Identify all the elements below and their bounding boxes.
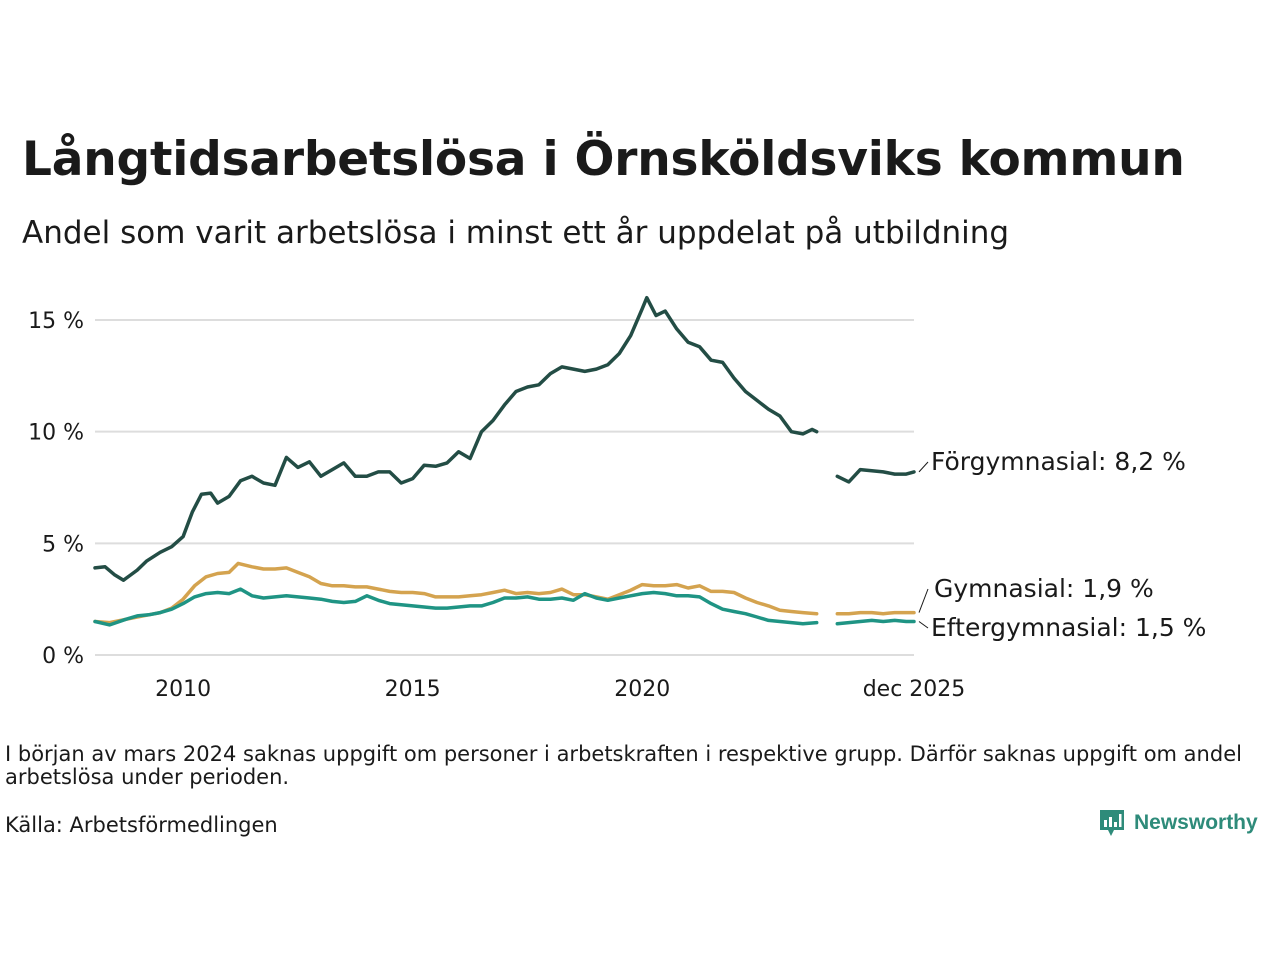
- y-tick-label: 5 %: [42, 532, 84, 557]
- x-tick-label: dec 2025: [863, 677, 966, 702]
- label-leader: [918, 461, 929, 473]
- series-line-gymnasial: [93, 561, 819, 625]
- y-tick-label: 10 %: [28, 421, 84, 446]
- x-tick-label: 2015: [385, 677, 441, 702]
- source-note: Källa: Arbetsförmedlingen: [5, 813, 278, 837]
- bar-chart-logo-icon: [1100, 810, 1124, 836]
- chart-title: Långtidsarbetslösa i Örnsköldsviks kommu…: [22, 132, 1185, 187]
- series-line-gymnasial: [835, 610, 916, 616]
- series-line-förgymnasial: [835, 467, 916, 484]
- series-label-gymnasial: Gymnasial: 1,9 %: [934, 574, 1154, 603]
- series-label-eftergymnasial: Eftergymnasial: 1,5 %: [931, 613, 1206, 642]
- label-leader: [918, 621, 929, 629]
- series-line-förgymnasial: [93, 295, 819, 582]
- y-tick-label: 0 %: [42, 644, 84, 669]
- series-line-eftergymnasial: [93, 587, 819, 627]
- newsworthy-logo: Newsworthy: [1098, 808, 1258, 838]
- line-chart: 0 % 5 % 10 % 15 % 2010 2015 2020 dec 2025 Förg…: [28, 295, 1206, 702]
- footnote: I början av mars 2024 saknas uppgift om …: [5, 742, 1242, 789]
- label-leader: [918, 588, 929, 613]
- chart-subtitle: Andel som varit arbetslösa i minst ett å…: [22, 215, 1010, 251]
- y-tick-label: 15 %: [28, 309, 84, 334]
- series-labels: Förgymnasial: 8,2 % Gymnasial: 1,9 % Efter…: [918, 447, 1206, 642]
- x-tick-label: 2010: [155, 677, 211, 702]
- series-label-förgymnasial: Förgymnasial: 8,2 %: [931, 447, 1186, 476]
- series-lines: [93, 295, 916, 627]
- x-tick-label: 2020: [614, 677, 670, 702]
- series-line-eftergymnasial: [835, 618, 916, 626]
- gridlines: [95, 319, 914, 656]
- brand-name: Newsworthy: [1134, 811, 1258, 834]
- x-axis: 2010 2015 2020 dec 2025: [155, 677, 965, 702]
- y-axis: 0 % 5 % 10 % 15 %: [28, 309, 84, 669]
